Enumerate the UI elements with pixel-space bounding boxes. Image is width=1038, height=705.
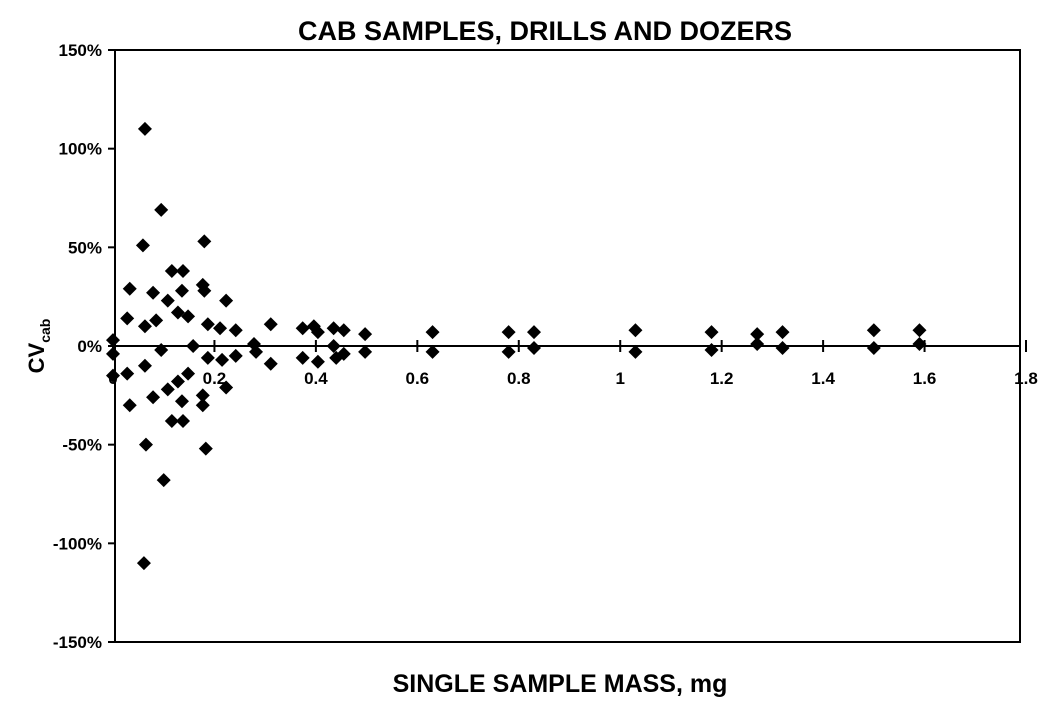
point <box>170 374 185 389</box>
point <box>219 293 234 308</box>
y-tick-label: -100% <box>53 534 102 553</box>
point <box>326 321 341 336</box>
point <box>170 305 185 320</box>
y-tick-label: 150% <box>59 41 102 60</box>
point <box>912 337 927 352</box>
point <box>326 339 341 353</box>
point <box>336 346 351 361</box>
x-tick-label: 1.2 <box>710 369 734 388</box>
point <box>750 337 765 352</box>
y-label-main: CV <box>24 342 49 373</box>
point <box>704 342 719 357</box>
y-tick-label: -150% <box>53 633 102 652</box>
point <box>704 325 719 340</box>
point <box>154 202 169 217</box>
point <box>336 323 351 338</box>
point <box>174 394 189 409</box>
x-tick-label: 1 <box>615 369 624 388</box>
point <box>358 327 373 342</box>
point <box>195 398 210 413</box>
point <box>106 346 120 361</box>
point <box>186 339 201 353</box>
point <box>195 388 210 403</box>
point <box>106 368 120 383</box>
y-tick-label: 100% <box>59 140 102 159</box>
point <box>775 325 790 340</box>
x-tick-label: 1.8 <box>1014 369 1038 388</box>
y-tick-label: 50% <box>68 238 102 257</box>
point <box>866 323 881 338</box>
point <box>120 366 135 381</box>
point <box>295 350 310 365</box>
point <box>215 352 230 367</box>
point <box>135 238 150 253</box>
point <box>160 382 175 397</box>
point <box>425 344 440 359</box>
point <box>775 340 790 355</box>
point <box>866 340 881 355</box>
x-tick-label: 0.6 <box>406 369 430 388</box>
point <box>156 473 171 488</box>
point <box>164 413 179 428</box>
point <box>263 356 278 371</box>
point <box>149 313 164 328</box>
point <box>106 333 120 348</box>
point <box>137 358 152 373</box>
point <box>136 556 151 571</box>
point <box>628 323 643 338</box>
point <box>122 281 137 296</box>
y-axis-label: CVcab <box>24 319 53 374</box>
point <box>197 283 212 298</box>
point <box>310 354 325 369</box>
point <box>175 264 190 279</box>
x-tick-label: 0.4 <box>304 369 328 388</box>
x-tick-label: 1.4 <box>811 369 835 388</box>
x-tick-label: 1.6 <box>913 369 937 388</box>
point <box>228 323 243 338</box>
point <box>181 309 196 324</box>
x-axis-label: SINGLE SAMPLE MASS, mg <box>393 670 728 698</box>
point <box>228 348 243 363</box>
point <box>263 317 278 332</box>
point <box>164 264 179 279</box>
point <box>175 413 190 428</box>
point <box>137 319 152 334</box>
point <box>200 317 215 332</box>
point <box>154 342 169 357</box>
point <box>146 390 161 405</box>
point <box>219 380 234 395</box>
point <box>198 441 213 456</box>
point <box>249 344 264 359</box>
point <box>295 321 310 336</box>
point <box>137 121 152 136</box>
y-label-sub: cab <box>37 319 53 343</box>
point <box>501 325 516 340</box>
x-tick-label: 0.2 <box>203 369 227 388</box>
chart-title: CAB SAMPLES, DRILLS AND DOZERS <box>298 16 792 46</box>
point <box>628 344 643 359</box>
point <box>200 350 215 365</box>
point <box>358 344 373 359</box>
point <box>912 323 927 338</box>
point <box>181 366 196 381</box>
x-tick-label: 0.8 <box>507 369 531 388</box>
point <box>526 340 541 355</box>
point <box>501 344 516 359</box>
point <box>310 325 325 340</box>
y-tick-label: -50% <box>62 436 102 455</box>
point <box>197 234 212 249</box>
point <box>213 321 228 336</box>
point <box>122 398 137 413</box>
y-tick-label: 0% <box>77 337 102 356</box>
point <box>138 437 153 452</box>
point <box>526 325 541 340</box>
point <box>174 283 189 298</box>
point <box>425 325 440 340</box>
point <box>160 293 175 308</box>
point <box>120 311 135 326</box>
point <box>146 285 161 300</box>
point <box>750 327 765 342</box>
